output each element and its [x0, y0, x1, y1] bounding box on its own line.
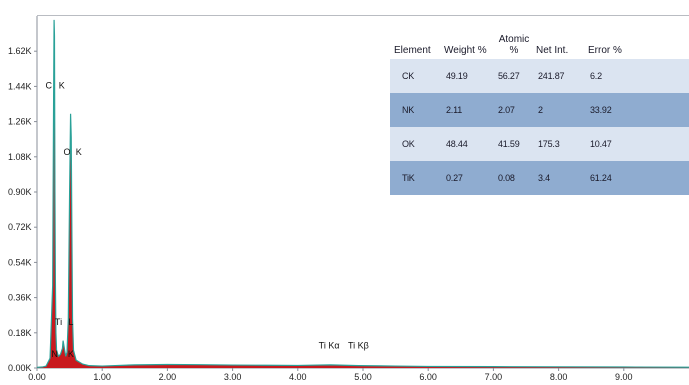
- peak-label: Ti: [55, 317, 62, 327]
- plot-top-border: [37, 15, 689, 16]
- x-tick-label: 8.00: [550, 372, 568, 382]
- x-tick-label: 1.00: [93, 372, 111, 382]
- y-tick-label: 0.18K: [8, 328, 32, 338]
- cell-element: OK: [390, 127, 440, 161]
- cell-net-int: 175.3: [532, 127, 584, 161]
- header-element: Element: [390, 22, 440, 59]
- cell-weight: 49.19: [440, 59, 492, 93]
- cell-atomic: 0.08: [492, 161, 532, 195]
- cell-net-int: 241.87: [532, 59, 584, 93]
- y-tick-label: 0.54K: [8, 257, 32, 267]
- y-tick-label: 0.72K: [8, 222, 32, 232]
- x-tick-label: 9.00: [615, 372, 633, 382]
- cell-atomic: 2.07: [492, 93, 532, 127]
- table-row: CK 49.19 56.27 241.87 6.2: [390, 59, 689, 93]
- peak-label: N: [51, 349, 58, 359]
- peak-label: O: [63, 147, 70, 157]
- table-header-row: Element Weight % Atomic% Net Int. Error …: [390, 22, 689, 59]
- cell-weight: 2.11: [440, 93, 492, 127]
- x-tick-label: 0.00: [28, 372, 46, 382]
- x-axis-ticks: 0.00 1.00 2.00 3.00 4.00 5.00 6.00 7.00 8.00 9.00: [28, 368, 633, 382]
- header-atomic-line2: %: [509, 45, 519, 56]
- cell-element: TiK: [390, 161, 440, 195]
- spectrum-line: [36, 19, 689, 369]
- header-atomic-line1: Atomic: [498, 34, 530, 45]
- header-error: Error %: [584, 22, 689, 59]
- header-weight: Weight %: [440, 22, 492, 59]
- y-tick-label: 1.08K: [8, 152, 32, 162]
- header-atomic: Atomic%: [492, 22, 532, 59]
- cell-error: 33.92: [584, 93, 689, 127]
- cell-net-int: 2: [532, 93, 584, 127]
- table-row: NK 2.11 2.07 2 33.92: [390, 93, 689, 127]
- y-tick-label: 1.44K: [8, 81, 32, 91]
- peak-label: Ti Kβ: [348, 340, 369, 350]
- y-tick-label: 0.90K: [8, 187, 32, 197]
- header-net-int: Net Int.: [532, 22, 584, 59]
- cell-element: NK: [390, 93, 440, 127]
- y-tick-label: 1.26K: [8, 117, 32, 127]
- peak-labels: C KO KTi LN KTi Kα Ti Kβ: [45, 80, 368, 359]
- y-tick-label: 0.36K: [8, 293, 32, 303]
- y-tick-label: 1.62K: [8, 46, 32, 56]
- table-row: TiK 0.27 0.08 3.4 61.24: [390, 161, 689, 195]
- x-tick-label: 5.00: [354, 372, 372, 382]
- y-tick-label: 0.00K: [8, 363, 32, 373]
- peak-label: K: [59, 80, 65, 90]
- x-tick-label: 4.00: [289, 372, 307, 382]
- x-tick-label: 2.00: [159, 372, 177, 382]
- cell-weight: 0.27: [440, 161, 492, 195]
- x-tick-label: 7.00: [485, 372, 503, 382]
- peak-label: L: [68, 317, 73, 327]
- cell-element: CK: [390, 59, 440, 93]
- cell-error: 6.2: [584, 59, 689, 93]
- cell-net-int: 3.4: [532, 161, 584, 195]
- cell-error: 10.47: [584, 127, 689, 161]
- x-tick-label: 6.00: [419, 372, 437, 382]
- peak-label: K: [68, 349, 74, 359]
- spectrum-series: [36, 19, 689, 369]
- peak-label: Ti Kα: [319, 340, 340, 350]
- cell-weight: 48.44: [440, 127, 492, 161]
- cell-atomic: 41.59: [492, 127, 532, 161]
- y-axis-ticks: 0.00K 0.18K 0.36K 0.54K 0.72K 0.90K 1.08K 1.26K…: [8, 46, 37, 373]
- x-tick-label: 3.00: [224, 372, 242, 382]
- peak-label: K: [76, 147, 82, 157]
- table-row: OK 48.44 41.59 175.3 10.47: [390, 127, 689, 161]
- cell-error: 61.24: [584, 161, 689, 195]
- cell-atomic: 56.27: [492, 59, 532, 93]
- peak-label: C: [45, 80, 52, 90]
- quantification-table: Element Weight % Atomic% Net Int. Error …: [390, 22, 689, 195]
